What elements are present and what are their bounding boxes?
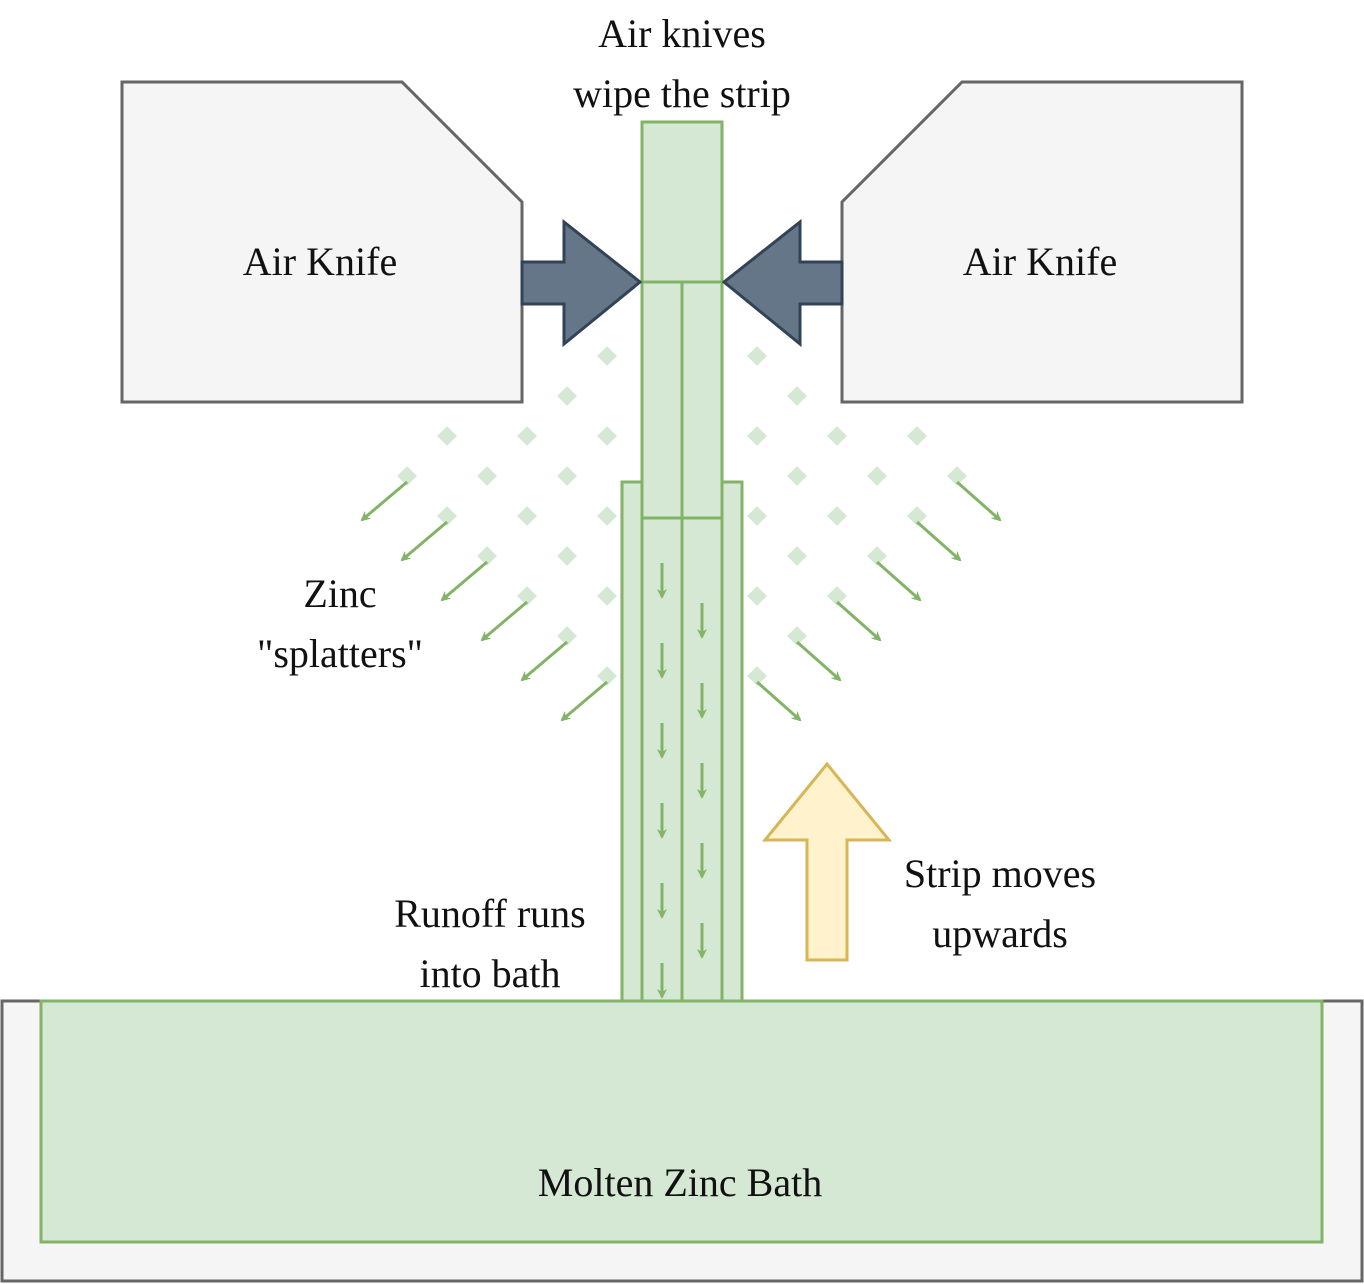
splatter-arrow-left [560, 680, 608, 722]
strip-direction-up-arrow [761, 761, 893, 962]
splatter-dot [747, 666, 767, 686]
zinc-splatter-arrows [360, 480, 1002, 722]
splatter-dot [397, 466, 417, 486]
splatter-arrow-right [836, 600, 882, 642]
splatter-dot [867, 466, 887, 486]
splatter-dot [907, 426, 927, 446]
splatter-arrow-right [756, 680, 802, 722]
zinc-splatters-line-1: Zinc [303, 571, 376, 616]
air-knife-left-label: Air Knife [243, 239, 397, 284]
molten-zinc-bath [39, 999, 1324, 1244]
splatter-dot [597, 586, 617, 606]
strip-moves-line-2: upwards [932, 911, 1068, 956]
runoff-arrows [657, 563, 707, 999]
splatter-arrow-right [796, 640, 842, 682]
title-line-2: wipe the strip [573, 71, 791, 116]
air-nozzle-left-arrow [520, 218, 643, 348]
bath-label: Molten Zinc Bath [538, 1160, 822, 1205]
splatter-dot [597, 426, 617, 446]
splatter-dot [947, 466, 967, 486]
splatter-dot [787, 466, 807, 486]
splatter-dot [597, 506, 617, 526]
air-nozzle-right-arrow [721, 218, 844, 348]
splatter-dot [787, 546, 807, 566]
splatter-arrow-right [916, 520, 962, 562]
zinc-splatter-dots [397, 346, 967, 686]
title-line-1: Air knives [598, 11, 766, 56]
splatter-dot [557, 466, 577, 486]
splatter-arrow-left [360, 480, 408, 522]
splatter-dot [557, 546, 577, 566]
splatter-dot [437, 506, 457, 526]
splatter-arrow-right [956, 480, 1002, 522]
splatter-dot [517, 426, 537, 446]
splatter-dot [557, 626, 577, 646]
splatter-dot [517, 506, 537, 526]
splatter-dot [437, 426, 457, 446]
splatter-dot [517, 586, 537, 606]
strip-moves-line-1: Strip moves [904, 851, 1096, 896]
splatter-arrow-left [440, 560, 488, 602]
splatter-dot [557, 386, 577, 406]
runoff-line-1: Runoff runs [394, 891, 585, 936]
splatter-dot [827, 586, 847, 606]
splatter-dot [827, 506, 847, 526]
splatter-dot [747, 586, 767, 606]
runoff-line-2: into bath [419, 951, 560, 996]
splatter-dot [787, 386, 807, 406]
zinc-splatters-line-2: "splatters" [257, 631, 423, 676]
splatter-dot [477, 466, 497, 486]
splatter-dot [747, 346, 767, 366]
air-knife-right-label: Air Knife [963, 239, 1117, 284]
splatter-dot [747, 426, 767, 446]
air-knife-right [840, 80, 1244, 404]
splatter-dot [787, 626, 807, 646]
splatter-dot [907, 506, 927, 526]
splatter-arrow-left [400, 520, 448, 562]
strip-coating-right [680, 280, 724, 1003]
splatter-arrow-left [520, 640, 568, 682]
strip-upper [640, 120, 724, 284]
splatter-dot [477, 546, 497, 566]
splatter-arrow-left [480, 600, 528, 642]
splatter-dot [597, 666, 617, 686]
splatter-arrow-right [876, 560, 922, 602]
splatter-dot [747, 506, 767, 526]
splatter-dot [867, 546, 887, 566]
splatter-dot [827, 426, 847, 446]
splatter-dot [597, 346, 617, 366]
strip-coating-left [640, 280, 684, 1003]
